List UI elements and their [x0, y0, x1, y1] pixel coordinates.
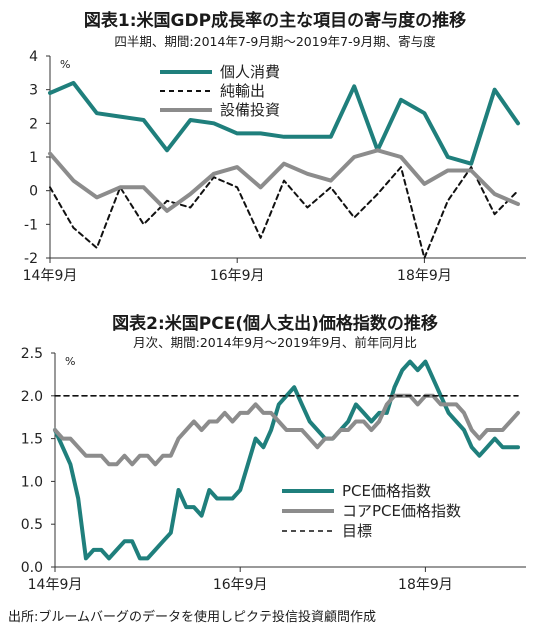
chart2-unit-label: % [65, 355, 75, 368]
chart2-y-tick-label: 1.0 [21, 474, 43, 490]
chart2-y-tick-label: 2.0 [21, 389, 43, 405]
chart1-y-tick-label: 1 [29, 150, 38, 166]
chart1-series-2 [48, 148, 520, 213]
chart2-series-0 [53, 359, 520, 561]
chart2-x-tick-label: 16年9月 [213, 577, 268, 593]
chart1-title: 図表1:米国GDP成長率の主な項目の寄与度の推移 [83, 11, 467, 31]
chart2-subtitle: 月次、期間:2014年9月～2019年9月、前年同月比 [133, 335, 417, 350]
chart2-y-tick-label: 0.0 [21, 560, 43, 576]
chart1-x-tick-label: 18年9月 [397, 268, 452, 284]
source-note: 出所:ブルームバーグのデータを使用しピクテ投信投資顧問作成 [8, 610, 376, 625]
chart1-series-0 [48, 80, 520, 166]
chart2-y-tick-label: 0.5 [21, 517, 43, 533]
chart1-legend-label-0: 個人消費 [220, 63, 280, 81]
chart2-pce-index: 2.5 2.0 1.5 1.0 0.5 0.0% 14年9月 16年9月 18年9月 PCE価格指… [21, 346, 526, 593]
chart2-y-tick-label: 2.5 [21, 346, 43, 362]
chart1-series-1 [49, 166, 519, 259]
chart2-legend-label-1: コアPCE価格指数 [342, 502, 461, 520]
chart1-y-tick-label: 4 [29, 49, 38, 65]
chart1-x-tick-label: 16年9月 [210, 268, 265, 284]
chart2-legend-label-0: PCE価格指数 [342, 482, 431, 500]
chart2-legend-label-2: 目標 [342, 522, 372, 540]
chart1-unit-label: % [60, 58, 70, 71]
chart1-y-tick-label: -2 [24, 251, 38, 267]
chart2-series-1 [53, 393, 520, 467]
chart1-subtitle: 四半期、期間:2014年7-9月期～2019年7-9月期、寄与度 [114, 34, 436, 49]
chart1-x-tick-label: 14年9月 [23, 268, 78, 284]
chart1-legend-label-2: 設備投資 [220, 101, 280, 119]
chart1-y-tick-label: 3 [29, 83, 38, 99]
chart1-legend-label-1: 純輸出 [220, 82, 265, 100]
chart2-title: 図表2:米国PCE(個人支出)価格指数の推移 [112, 314, 438, 334]
chart1-y-tick-label: 2 [29, 116, 38, 132]
chart1-y-tick-label: -1 [24, 217, 38, 233]
chart1-y-tick-label: 0 [29, 184, 38, 200]
chart2-x-tick-label: 14年9月 [28, 577, 83, 593]
chart2-y-tick-label: 1.5 [21, 432, 43, 448]
chart2-x-tick-label: 18年9月 [398, 577, 453, 593]
